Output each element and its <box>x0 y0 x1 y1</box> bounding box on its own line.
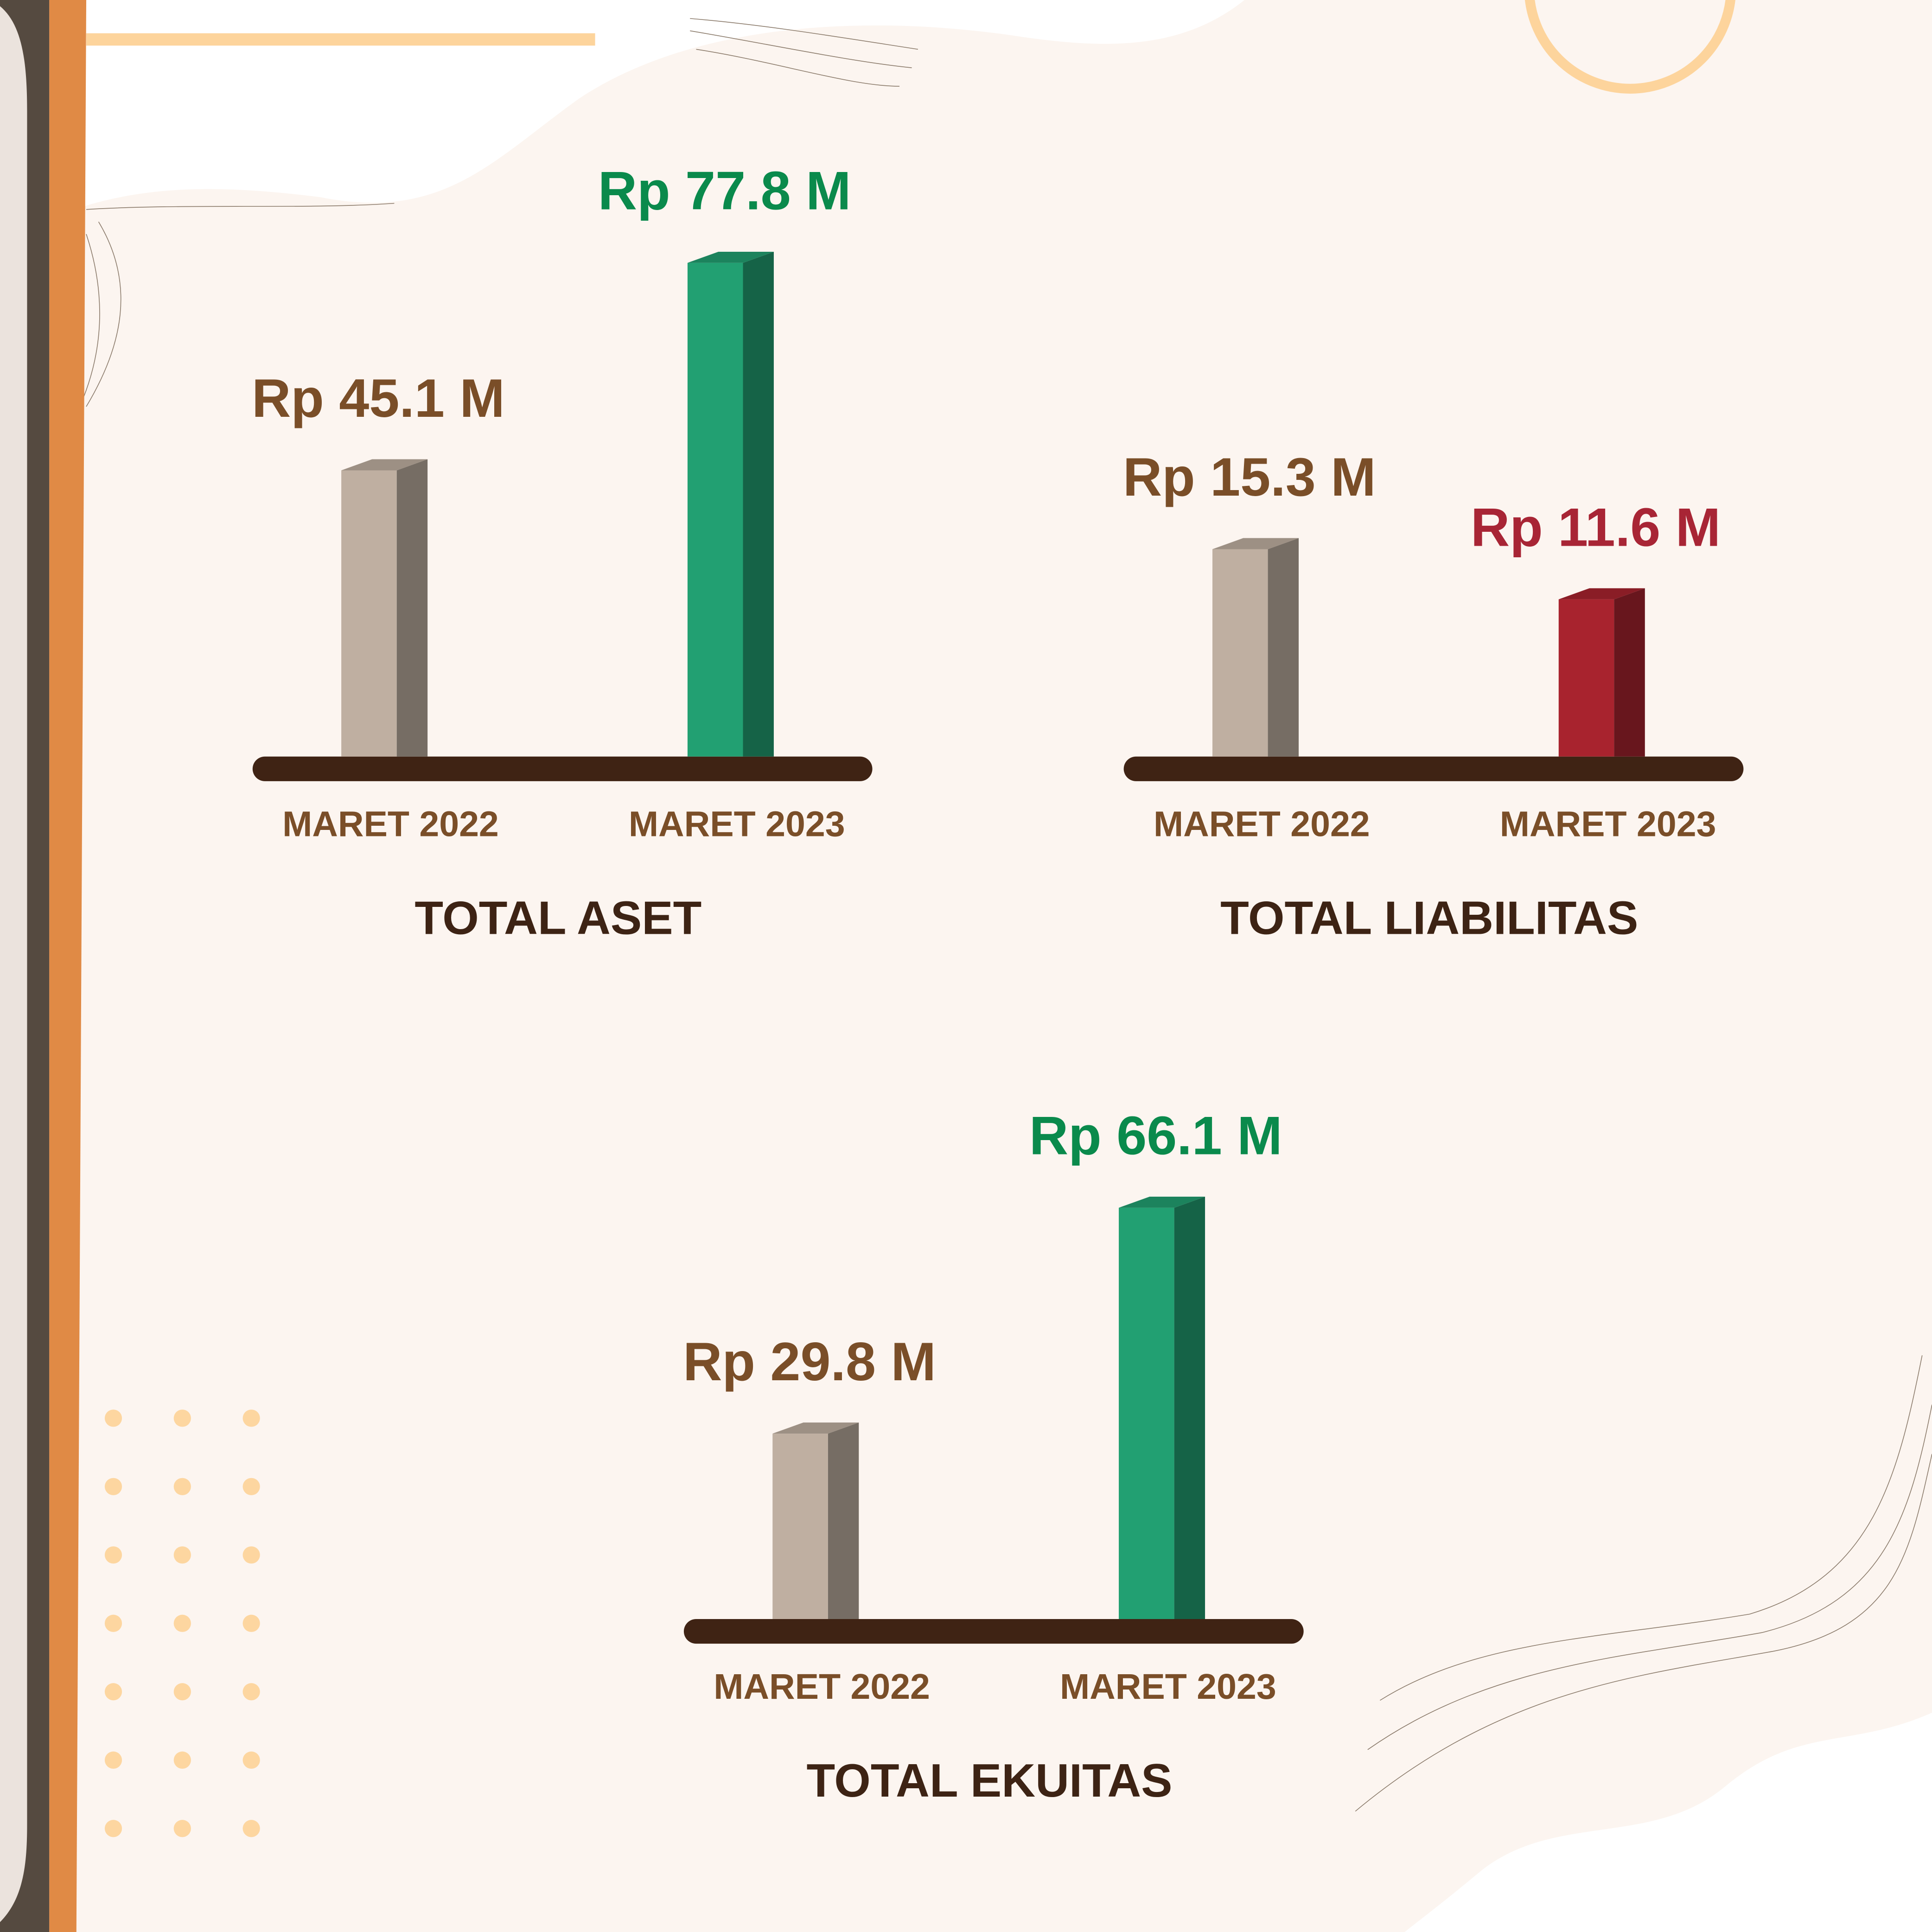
left-stripe-dark <box>0 0 50 1932</box>
bar-side <box>1268 538 1299 757</box>
dot <box>173 1478 191 1495</box>
dot <box>104 1751 122 1769</box>
value-label: Rp 77.8 M <box>598 160 851 221</box>
dot <box>104 1546 122 1564</box>
bar-top <box>1558 588 1645 599</box>
dot <box>242 1478 260 1495</box>
dot <box>242 1751 260 1769</box>
category-label: MARET 2023 <box>1060 1667 1276 1707</box>
chart: Rp 15.3 M MARET 2022 Rp 11.6 M MARET 2023 TO… <box>1123 446 1744 944</box>
bar-front <box>1119 1207 1174 1619</box>
left-stripe-orange <box>49 0 87 1932</box>
dot <box>104 1614 122 1632</box>
dot <box>104 1409 122 1427</box>
bar-front <box>772 1434 828 1619</box>
bottom-blob <box>1404 1712 1932 1932</box>
charts: Rp 45.1 M MARET 2022 Rp 77.8 M MARET 2023 TO… <box>252 160 1744 1807</box>
category-label: MARET 2023 <box>629 804 845 844</box>
value-label: Rp 29.8 M <box>683 1331 936 1392</box>
value-label: Rp 66.1 M <box>1029 1105 1282 1166</box>
chart-title: TOTAL LIABILITAS <box>1220 893 1638 944</box>
dot-grid <box>104 1409 260 1837</box>
bar-front <box>687 262 743 757</box>
baseline <box>252 756 873 781</box>
bar-side <box>396 459 428 757</box>
left-stripe-light <box>0 0 27 1932</box>
value-label: Rp 15.3 M <box>1123 446 1376 507</box>
category-label: MARET 2022 <box>282 804 499 844</box>
top-blob <box>74 0 1245 210</box>
dot <box>104 1820 122 1837</box>
bar <box>772 1422 859 1619</box>
bar-top <box>1212 538 1299 549</box>
bar <box>1558 588 1645 757</box>
top-circle <box>1524 0 1735 94</box>
dot <box>242 1409 260 1427</box>
bar-side <box>1174 1196 1205 1619</box>
bar <box>1212 538 1299 757</box>
chart-title: TOTAL ASET <box>414 893 701 944</box>
bar-front <box>1558 599 1614 757</box>
dot <box>242 1614 260 1632</box>
baseline <box>683 1619 1304 1644</box>
value-label: Rp 45.1 M <box>252 368 505 428</box>
chart: Rp 45.1 M MARET 2022 Rp 77.8 M MARET 2023 TO… <box>252 160 873 944</box>
dot <box>242 1546 260 1564</box>
chart: Rp 29.8 M MARET 2022 Rp 66.1 M MARET 2023 TO… <box>683 1105 1304 1807</box>
bar <box>1119 1196 1205 1619</box>
category-label: MARET 2023 <box>1500 804 1716 844</box>
category-label: MARET 2022 <box>1154 804 1370 844</box>
value-label: Rp 11.6 M <box>1471 497 1721 557</box>
bar-side <box>1614 588 1645 757</box>
bar-side <box>743 252 774 757</box>
bar-top <box>1119 1196 1205 1208</box>
dot <box>104 1683 122 1701</box>
bar-front <box>341 470 397 757</box>
dot <box>173 1683 191 1701</box>
bar <box>341 459 428 757</box>
baseline <box>1123 756 1744 781</box>
dot <box>173 1546 191 1564</box>
bar <box>687 252 774 757</box>
bar-side <box>828 1422 859 1619</box>
bar-front <box>1212 549 1268 757</box>
dot <box>104 1478 122 1495</box>
dot <box>173 1820 191 1837</box>
bar-top <box>772 1422 859 1434</box>
dot <box>242 1683 260 1701</box>
bar-top <box>687 252 774 263</box>
wave-lines <box>73 18 1932 1812</box>
category-label: MARET 2022 <box>714 1667 930 1707</box>
dot <box>242 1820 260 1837</box>
dot <box>173 1614 191 1632</box>
dot <box>173 1751 191 1769</box>
chart-title: TOTAL EKUITAS <box>806 1755 1172 1807</box>
bar-top <box>341 459 428 471</box>
dot <box>173 1409 191 1427</box>
